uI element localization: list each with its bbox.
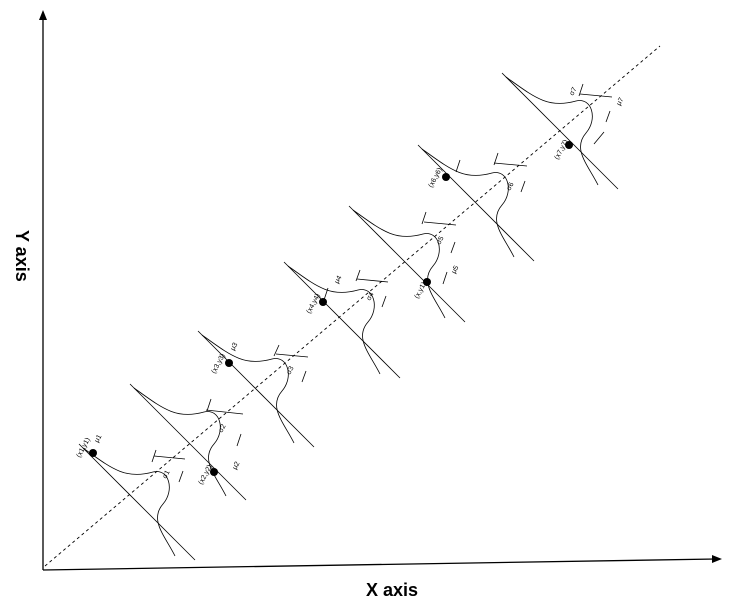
distribution-5: (x,y1) μ5 σ5 — [348, 205, 466, 323]
point-label-3: (x3,y3) — [211, 353, 227, 375]
mu-label-3: μ3 — [230, 342, 240, 352]
mu-label-7: μ7 — [616, 97, 626, 107]
mu-label-4: μ4 — [334, 275, 344, 285]
sigma-label-4: σ4 — [366, 291, 376, 302]
data-point-6 — [442, 173, 450, 181]
sigma-label-5: σ5 — [436, 235, 446, 246]
sigma-label-3: σ3 — [286, 365, 296, 376]
point-label-6: (x6,y6) — [428, 167, 444, 189]
distribution-4: (x4,y4) μ4 σ4 — [283, 261, 401, 379]
data-point-2 — [210, 468, 218, 476]
mu-label-5: μ5 — [451, 265, 461, 275]
mu-label-1: μ1 — [94, 434, 104, 444]
sigma-label-6: σ6 — [506, 181, 516, 192]
data-point-4 — [319, 298, 327, 306]
sigma-label-7: σ7 — [569, 86, 579, 97]
distribution-2: (x2,y2) μ2 σ2 — [129, 383, 247, 501]
x-axis — [42, 555, 722, 571]
mu-label-2: μ2 — [232, 461, 242, 471]
data-point-1 — [89, 449, 97, 457]
point-label-4: (x4,y4) — [306, 293, 322, 315]
point-label-1: (x1,y1) — [76, 437, 92, 459]
regression-line — [44, 45, 661, 567]
point-label-7: (x7,y7) — [554, 139, 570, 161]
data-point-5 — [423, 278, 431, 286]
data-point-3 — [225, 359, 233, 367]
distribution-1: (x1,y1) μ1 σ1 — [76, 434, 196, 561]
point-label-5: (x,y1) — [414, 281, 428, 300]
data-point-7 — [565, 141, 573, 149]
distribution-7: (x7,y7) μ7 σ7 — [501, 72, 626, 190]
y-axis-label: Y axis — [12, 230, 32, 282]
sigma-label-2: σ2 — [218, 423, 228, 434]
distribution-3: (x3,y3) μ3 σ3 — [197, 330, 315, 448]
sigma-label-1: σ1 — [162, 469, 172, 480]
y-axis — [39, 10, 47, 570]
x-axis-label: X axis — [366, 580, 418, 600]
